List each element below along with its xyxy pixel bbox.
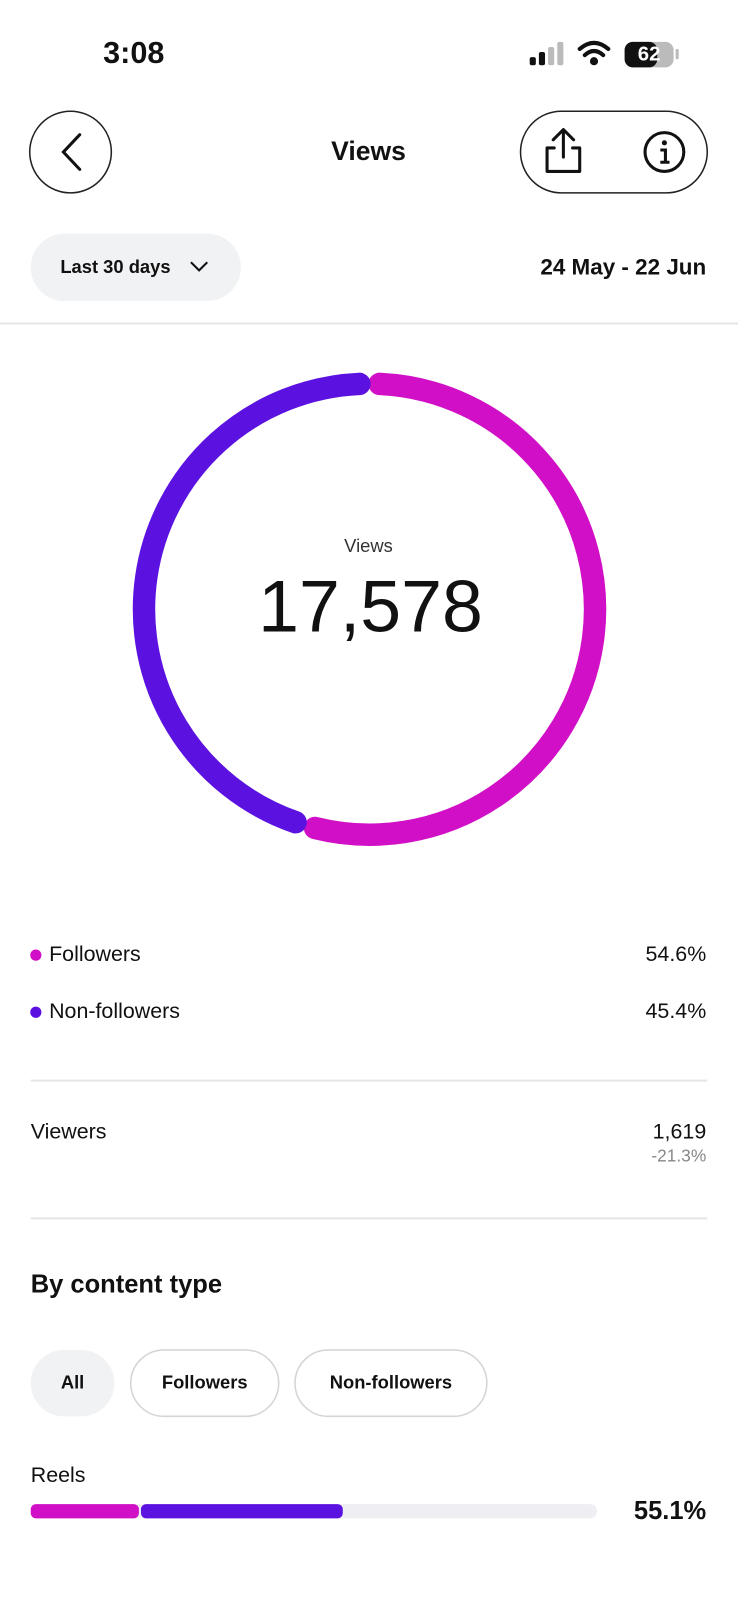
date-range: 24 May - 22 Jun [540, 254, 706, 279]
tab[interactable]: Non-followers [294, 1349, 488, 1418]
legend-value: 45.4% [646, 999, 707, 1023]
back-button[interactable] [28, 110, 113, 194]
legend: Followers 54.6% Non-followers 45.4% [30, 942, 706, 1023]
donut-total: 17,578 [258, 565, 483, 648]
share-button[interactable] [545, 128, 582, 173]
legend-dot [30, 1006, 42, 1018]
tab-bar: All Followers Non-followers [30, 1349, 488, 1418]
row-name: Reels [31, 1463, 86, 1487]
tab-label: Non-followers [330, 1372, 452, 1393]
content-rows: Reels 55.1% [30, 1463, 706, 1525]
legend-name: Non-followers [49, 999, 180, 1023]
tab-background [129, 1349, 280, 1418]
donut-label: Views [344, 535, 393, 556]
period-label: Last 30 days [60, 256, 170, 277]
legend-dot [30, 949, 42, 961]
signal-icon [529, 41, 564, 66]
tab-background [294, 1349, 488, 1418]
row-value: 55.1% [634, 1497, 706, 1525]
bar-segment [140, 1504, 343, 1519]
tab-label: Followers [162, 1372, 248, 1393]
viewers-label: Viewers [31, 1119, 107, 1143]
bar-segment [30, 1504, 139, 1519]
battery-level: 62 [638, 43, 661, 65]
clock: 3:08 [103, 36, 164, 70]
viewers-change: -21.3% [651, 1146, 706, 1166]
legend-name: Followers [49, 942, 141, 966]
section-title: By content type [31, 1270, 222, 1298]
battery-icon: 62 [624, 41, 679, 68]
legend-value: 54.6% [646, 942, 707, 966]
donut-segment [132, 372, 371, 834]
period-dropdown[interactable]: Last 30 days [30, 233, 241, 302]
donut-segment [303, 372, 607, 846]
tab[interactable]: Followers [129, 1349, 280, 1418]
tab[interactable]: All [30, 1350, 115, 1417]
viewers-value: 1,619 [653, 1119, 707, 1143]
info-button[interactable] [643, 131, 686, 173]
tab-label: All [61, 1372, 84, 1393]
wifi-icon [577, 40, 611, 66]
page-title: Views [331, 136, 406, 166]
tab-background [30, 1350, 115, 1417]
donut-chart [132, 372, 607, 846]
